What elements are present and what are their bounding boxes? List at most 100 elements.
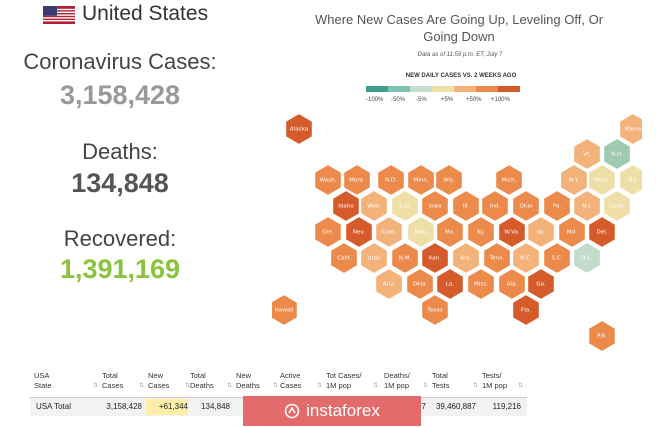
table-cell: 39,460,887 — [435, 402, 476, 411]
table-cell: 3,158,428 — [106, 402, 142, 411]
table-header-text: USA — [34, 371, 50, 380]
table-header-4[interactable]: New Deaths ⇅ — [236, 367, 282, 401]
state-hex-dc[interactable]: D.C. — [573, 241, 601, 275]
state-label: S.D. — [399, 204, 411, 210]
table-header-1[interactable]: Total Cases ⇅ — [102, 367, 148, 401]
state-hex-ala[interactable]: Ala. — [498, 267, 526, 301]
state-label: Tenn. — [489, 256, 505, 262]
state-hex-wis[interactable]: Wis. — [435, 163, 463, 197]
deaths-value: 134,848 — [71, 168, 169, 198]
table-header-0[interactable]: USA State ⇅ — [34, 367, 102, 401]
table-header-text: Deaths/ — [384, 371, 410, 380]
sort-icon[interactable]: ⇅ — [372, 383, 378, 389]
table-header-8[interactable]: Total Tests ⇅ — [432, 367, 482, 401]
state-hex-wash[interactable]: Wash. — [313, 163, 343, 197]
state-hex-colo[interactable]: Colo. — [374, 215, 403, 249]
sort-icon[interactable]: ⇅ — [226, 383, 232, 389]
sort-icon[interactable]: ⇅ — [184, 383, 190, 389]
state-hex-nm[interactable]: N.M. — [390, 241, 419, 275]
state-hex-idaho[interactable]: Idaho — [331, 189, 361, 223]
state-hex-ore[interactable]: Ore. — [313, 215, 343, 249]
table-header-3[interactable]: Total Deaths ⇅ — [190, 367, 236, 401]
state-hex-nev[interactable]: Nev. — [344, 215, 374, 249]
state-label: Va. — [537, 230, 546, 236]
country-name: United States — [82, 2, 209, 25]
state-hex-maine[interactable]: Maine — [619, 112, 642, 146]
state-label: Colo. — [382, 230, 396, 236]
table-header-6[interactable]: Tot Cases/1M pop ⇅ — [326, 367, 382, 401]
state-hex-mass[interactable]: Mass. — [588, 163, 616, 197]
state-hex-nj[interactable]: N.J. — [573, 189, 601, 223]
state-hex-hawaii[interactable]: Hawaii — [272, 293, 298, 327]
state-label: Iowa — [428, 204, 441, 210]
legend-label: +100% — [491, 97, 510, 103]
state-hex-del[interactable]: Del. — [588, 215, 616, 249]
state-hex-mich[interactable]: Mich. — [495, 163, 523, 197]
state-hex-nc[interactable]: N.C. — [512, 241, 540, 275]
state-label: Vt. — [583, 152, 591, 158]
us-flag-icon — [43, 6, 75, 24]
state-hex-pa[interactable]: Pa. — [543, 189, 571, 223]
state-hex-ariz[interactable]: Ariz. — [374, 267, 403, 301]
sort-icon[interactable]: ⇅ — [316, 383, 322, 389]
state-hex-mo[interactable]: Mo. — [436, 215, 464, 249]
table-header-9[interactable]: Tests/1M pop ⇅ — [482, 367, 527, 401]
legend-label: +5% — [441, 97, 454, 103]
state-label: Pa. — [553, 204, 562, 210]
state-hex-va[interactable]: Va. — [527, 215, 555, 249]
state-hex-fla[interactable]: Fla. — [512, 293, 540, 327]
table-header-7[interactable]: Deaths/1M pop ⇅ — [384, 367, 432, 401]
state-label: Mo. — [445, 230, 455, 236]
sort-icon[interactable]: ⇅ — [272, 383, 278, 389]
state-hex-ark[interactable]: Ark. — [452, 241, 480, 275]
table-header-text: Cases — [148, 381, 170, 390]
state-label: Minn. — [413, 178, 428, 184]
state-hex-ga[interactable]: Ga. — [527, 267, 555, 301]
table-header-5[interactable]: Active Cases ⇅ — [280, 367, 326, 401]
map-title-line1: Where New Cases Are Going Up, Leveling O… — [314, 12, 604, 27]
state-label: R.I. — [629, 178, 638, 184]
table-header-text: New — [148, 371, 164, 380]
state-hex-vt[interactable]: Vt. — [573, 137, 601, 171]
table-cell: USA Total — [36, 402, 71, 411]
state-hex-okla[interactable]: Okla. — [406, 267, 434, 301]
state-label: P.R. — [597, 334, 607, 340]
state-hex-alaska[interactable]: Alaska — [285, 112, 314, 146]
state-hex-ohio[interactable]: Ohio — [512, 189, 540, 223]
state-hex-sd[interactable]: S.D. — [390, 189, 419, 223]
state-hex-ill[interactable]: Ill. — [452, 189, 480, 223]
state-hex-ky[interactable]: Ky. — [467, 215, 495, 249]
state-hex-wva[interactable]: W.Va. — [498, 215, 526, 249]
state-hex-mont[interactable]: Mont. — [342, 163, 372, 197]
state-hex-la[interactable]: La. — [436, 267, 464, 301]
sort-icon[interactable]: ⇅ — [92, 383, 98, 389]
state-hex-miss[interactable]: Miss. — [467, 267, 495, 301]
state-hex-nh[interactable]: N.H. — [603, 137, 631, 171]
state-hex-neb[interactable]: Neb. — [407, 215, 435, 249]
state-hex-ri[interactable]: R.I. — [619, 163, 642, 197]
state-hex-nd[interactable]: N.D. — [376, 163, 405, 197]
state-hex-sc[interactable]: S.C. — [543, 241, 571, 275]
state-hex-wyo[interactable]: Wyo. — [359, 189, 389, 223]
state-hex-utah[interactable]: Utah — [359, 241, 389, 275]
state-hex-ny[interactable]: N.Y. — [560, 163, 588, 197]
sort-icon[interactable]: ⇅ — [138, 383, 144, 389]
state-label: N.H. — [611, 152, 623, 158]
state-hex-tenn[interactable]: Tenn. — [483, 241, 511, 275]
state-hex-kan[interactable]: Kan. — [421, 241, 449, 275]
state-hex-pr[interactable]: P.R. — [588, 319, 616, 353]
state-hex-conn[interactable]: Conn. — [603, 189, 631, 223]
state-hex-md[interactable]: Md. — [558, 215, 586, 249]
legend-swatch — [454, 86, 476, 92]
state-hex-calif[interactable]: Calif. — [329, 241, 359, 275]
state-label: Md. — [567, 230, 577, 236]
table-cell: 7 — [421, 402, 426, 411]
table-header-2[interactable]: New Cases ⇅ — [148, 367, 194, 401]
state-hex-ind[interactable]: Ind. — [481, 189, 509, 223]
sort-icon[interactable]: ⇅ — [422, 383, 428, 389]
sort-icon[interactable]: ⇅ — [517, 383, 523, 389]
state-hex-texas[interactable]: Texas — [421, 293, 449, 327]
state-hex-iowa[interactable]: Iowa — [421, 189, 449, 223]
sort-icon[interactable]: ⇅ — [472, 383, 478, 389]
state-hex-minn[interactable]: Minn. — [407, 163, 435, 197]
